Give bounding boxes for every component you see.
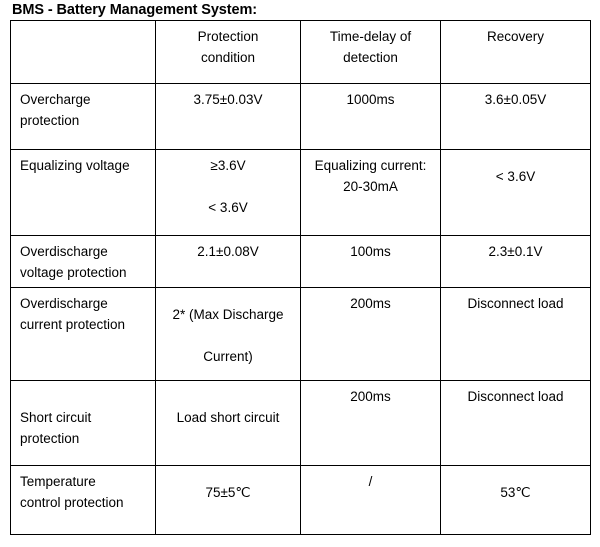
page-title: BMS - Battery Management System:: [12, 2, 257, 18]
cell-line: protection: [20, 113, 80, 128]
table-row: Short circuit protection Load short circ…: [10, 380, 591, 466]
cell-line: < 3.6V: [495, 169, 536, 184]
cell-line-spacer: [162, 325, 294, 346]
cell-line: < 3.6V: [208, 200, 248, 215]
cell-line: Temperature: [20, 474, 96, 489]
cell-line: Short circuit: [20, 410, 92, 425]
cell-recovery: 3.6±0.05V: [440, 83, 591, 150]
cell-parameter: Equalizing voltage: [10, 149, 156, 236]
cell-line: Disconnect load: [467, 296, 564, 311]
header-label-line: Protection: [197, 29, 259, 44]
cell-line: 1000ms: [346, 92, 395, 107]
cell-line-spacer: [162, 176, 294, 197]
table-row: Overdischarge voltage protection 2.1±0.0…: [10, 235, 591, 288]
header-label-line: Recovery: [486, 29, 545, 44]
cell-recovery: < 3.6V: [440, 149, 591, 236]
cell-time-delay: 200ms: [300, 380, 441, 466]
header-cell-parameter: [10, 20, 156, 84]
cell-protection-condition: 3.75±0.03V: [155, 83, 301, 150]
cell-time-delay: 100ms: [300, 235, 441, 288]
header-cell-protection-condition: Protection condition: [155, 20, 301, 84]
cell-time-delay: 200ms: [300, 287, 441, 381]
cell-line: 200ms: [350, 296, 391, 311]
cell-line: Overdischarge: [20, 244, 108, 259]
cell-line: Disconnect load: [467, 389, 564, 404]
cell-recovery: Disconnect load: [440, 287, 591, 381]
cell-protection-condition: 2.1±0.08V: [155, 235, 301, 288]
cell-line: 3.75±0.03V: [193, 92, 263, 107]
cell-line: 2* (Max Discharge: [172, 307, 284, 322]
cell-line: /: [368, 474, 373, 489]
cell-line: 75±5℃: [205, 485, 251, 500]
cell-line: current protection: [20, 317, 126, 332]
cell-parameter: Overcharge protection: [10, 83, 156, 150]
cell-line: Current): [203, 349, 253, 364]
header-label-line: condition: [200, 50, 256, 65]
cell-recovery: Disconnect load: [440, 380, 591, 466]
cell-parameter: Overdischarge current protection: [10, 287, 156, 381]
cell-line: Load short circuit: [176, 410, 280, 425]
cell-line: ≥3.6V: [210, 158, 246, 173]
cell-line: Overcharge: [20, 92, 91, 107]
cell-line: control protection: [20, 495, 124, 510]
cell-parameter: Temperature control protection: [10, 465, 156, 535]
cell-recovery: 53℃: [440, 465, 591, 535]
cell-line: voltage protection: [20, 265, 127, 280]
cell-protection-condition: 2* (Max Discharge Current): [155, 287, 301, 381]
cell-time-delay: Equalizing current: 20-30mA: [300, 149, 441, 236]
cell-line: 100ms: [350, 244, 391, 259]
cell-recovery: 2.3±0.1V: [440, 235, 591, 288]
cell-time-delay: /: [300, 465, 441, 535]
header-cell-recovery: Recovery: [440, 20, 591, 84]
cell-protection-condition: Load short circuit: [155, 380, 301, 466]
cell-line: 200ms: [350, 389, 391, 404]
cell-line: Equalizing current:: [314, 158, 427, 173]
table-row: Overdischarge current protection 2* (Max…: [10, 287, 591, 381]
cell-parameter: Short circuit protection: [10, 380, 156, 466]
table-row: Temperature control protection 75±5℃ /: [10, 465, 591, 535]
cell-line: 3.6±0.05V: [484, 92, 547, 107]
bms-specification-table: Protection condition Time-delay of detec…: [10, 20, 591, 535]
cell-time-delay: 1000ms: [300, 83, 441, 150]
cell-line: 20-30mA: [343, 179, 398, 194]
table-header-row: Protection condition Time-delay of detec…: [10, 20, 591, 84]
table: Protection condition Time-delay of detec…: [10, 20, 591, 535]
cell-protection-condition: ≥3.6V < 3.6V: [155, 149, 301, 236]
cell-line: 2.1±0.08V: [197, 244, 259, 259]
cell-line: Equalizing voltage: [20, 158, 130, 173]
table-row: Overcharge protection 3.75±0.03V 1000ms: [10, 83, 591, 150]
cell-line: 53℃: [500, 485, 531, 500]
cell-protection-condition: 75±5℃: [155, 465, 301, 535]
cell-line: Overdischarge: [20, 296, 108, 311]
cell-line: protection: [20, 431, 80, 446]
header-label-line: Time-delay of: [329, 29, 412, 44]
cell-parameter: Overdischarge voltage protection: [10, 235, 156, 288]
header-label-line: detection: [343, 50, 398, 65]
table-row: Equalizing voltage ≥3.6V < 3.6V Equalizi…: [10, 149, 591, 236]
header-cell-time-delay: Time-delay of detection: [300, 20, 441, 84]
cell-line: 2.3±0.1V: [488, 244, 543, 259]
